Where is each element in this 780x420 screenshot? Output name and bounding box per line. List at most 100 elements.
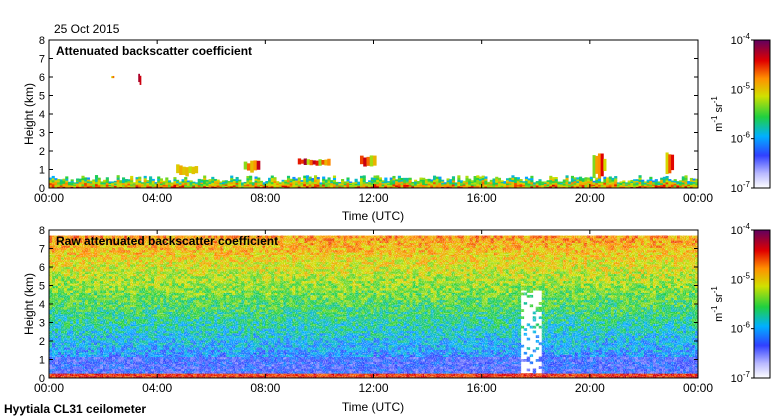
top-bl-cell [49, 186, 53, 189]
top-bl-cell [581, 183, 585, 186]
top-bl-cell [49, 182, 53, 185]
top-bl-cell [568, 185, 572, 188]
top-bl-cell [611, 182, 615, 186]
top-bl-cell [162, 184, 166, 186]
top-bl-cell [316, 180, 320, 183]
top-bl-cell [570, 181, 575, 185]
top-bl-cell [157, 178, 161, 181]
top-bl-cell [624, 186, 629, 188]
top-bl-cell [519, 182, 523, 184]
top-bl-cell [97, 177, 101, 180]
top-bl-cell [530, 185, 534, 189]
top-bl-cell [268, 179, 272, 182]
top-bl-cell [535, 183, 539, 185]
top-bl-cell [378, 177, 383, 180]
top-bl-cell [127, 179, 131, 182]
top-bl-cell [468, 183, 472, 186]
top-bl-cell [262, 185, 266, 187]
top-bl-cell [300, 184, 304, 186]
top-bl-cell [338, 186, 342, 188]
top-bl-cell [124, 182, 128, 184]
top-bl-cell [635, 185, 639, 187]
top-bl-cell [638, 177, 642, 180]
top-bl-cell [189, 181, 193, 184]
top-bl-cell [357, 183, 361, 186]
top-bl-cell [165, 177, 169, 180]
top-bl-cell [422, 179, 426, 182]
top-bl-cell [78, 186, 82, 189]
top-bl-cell [616, 182, 620, 184]
top-bl-cell [322, 180, 326, 183]
top-bl-cell [489, 182, 493, 185]
top-bl-cell [633, 185, 637, 187]
top-bl-cell [362, 175, 366, 178]
top-bl-cell [419, 182, 423, 185]
bottom-heatmap [49, 235, 699, 379]
top-bl-cell [370, 179, 374, 182]
top-bl-cell [167, 180, 172, 183]
top-bl-cell [527, 183, 531, 186]
top-bl-cell [511, 175, 515, 178]
top-bl-cell [689, 179, 693, 182]
top-bl-cell [70, 186, 74, 189]
top-bl-cell [643, 182, 648, 185]
top-bl-cell [97, 181, 101, 184]
top-bl-cell [295, 178, 299, 181]
top-bl-cell [273, 178, 277, 182]
top-bl-cell [487, 181, 491, 184]
top-cloud-cell [363, 157, 367, 167]
top-bl-cell [81, 177, 85, 181]
top-bl-cell [654, 186, 658, 189]
top-bl-cell [449, 186, 453, 189]
top-bl-cell [76, 186, 80, 189]
top-bl-cell [62, 181, 66, 184]
top-bl-cell [284, 185, 288, 188]
top-bl-cell [297, 179, 301, 182]
top-bl-cell [211, 176, 215, 180]
top-bl-cell [130, 185, 134, 189]
top-bl-cell [497, 186, 501, 189]
top-bl-cell [654, 185, 658, 187]
top-bl-cell [481, 183, 485, 187]
top-bl-cell [587, 177, 591, 180]
top-bl-cell [378, 180, 383, 184]
top-bl-cell [584, 177, 588, 180]
top-bl-cell [300, 182, 304, 185]
top-bl-cell [597, 182, 602, 185]
top-bl-cell [376, 181, 380, 185]
top-bl-cell [143, 185, 147, 189]
top-bl-cell [460, 184, 464, 186]
top-bl-cell [284, 179, 288, 182]
top-bl-cell [54, 183, 58, 186]
top-bl-cell [181, 182, 185, 185]
top-bl-cell [270, 183, 274, 187]
top-bl-cell [197, 184, 201, 187]
top-bl-cell [316, 184, 320, 187]
top-bl-cell [495, 184, 499, 187]
top-cloud-cell [315, 160, 319, 166]
top-bl-cell [622, 181, 626, 184]
top-bl-cell [546, 181, 550, 184]
top-bl-cell [622, 184, 626, 186]
top-bl-cell [430, 186, 434, 189]
top-bl-cell [216, 179, 220, 182]
top-bl-cell [495, 176, 499, 180]
top-bl-cell [500, 180, 504, 182]
top-bl-cell [603, 186, 607, 189]
top-bl-cell [657, 183, 661, 186]
top-bl-cell [273, 177, 277, 180]
top-bl-cell [265, 182, 269, 184]
top-bl-cell [595, 179, 599, 182]
top-bl-cell [692, 186, 696, 189]
top-bl-cell [381, 182, 385, 185]
top-bl-cell [641, 179, 645, 182]
top-bl-cell [487, 184, 491, 187]
top-bl-cell [224, 180, 228, 182]
top-bl-cell [349, 182, 353, 185]
top-bl-cell [65, 186, 69, 189]
top-bl-cell [62, 186, 66, 189]
top-bl-cell [646, 179, 650, 182]
top-bl-cell [54, 186, 58, 189]
top-bl-cell [462, 184, 466, 186]
top-bl-cell [508, 186, 512, 189]
